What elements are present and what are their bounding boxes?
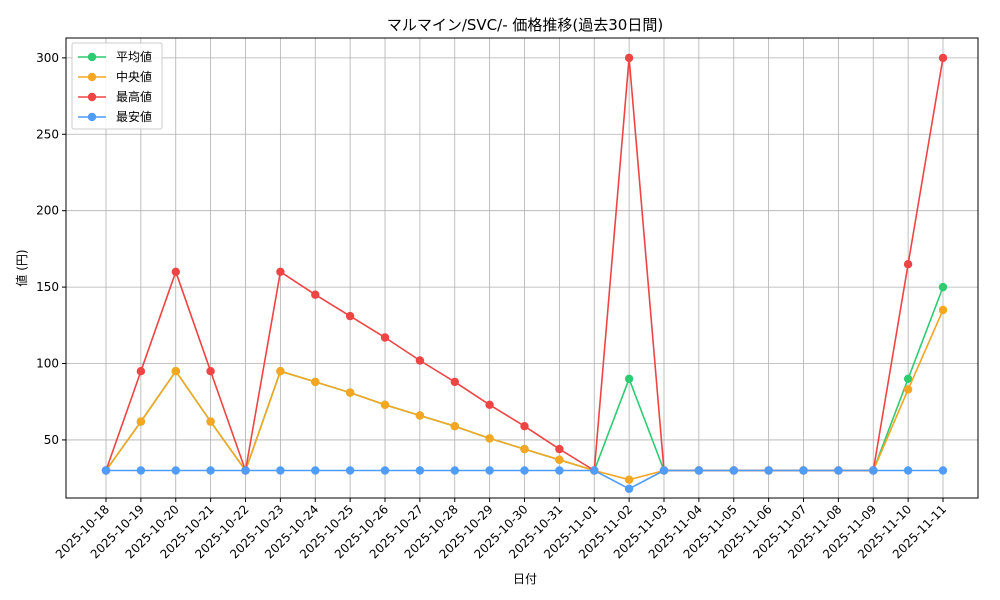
legend-marker — [87, 92, 97, 102]
data-point — [171, 367, 180, 376]
legend-box — [71, 42, 163, 130]
legend-marker — [87, 52, 97, 62]
data-point — [938, 53, 948, 63]
data-point — [380, 333, 390, 342]
legend-label: 最高値 — [116, 89, 152, 104]
data-point — [136, 466, 146, 475]
plot-frame — [65, 37, 979, 499]
grid — [66, 38, 978, 498]
data-point — [938, 305, 948, 315]
legend-label: 中央値 — [116, 69, 152, 84]
data-point — [380, 400, 390, 409]
data-point — [415, 356, 425, 365]
data-point — [624, 374, 634, 383]
data-point — [903, 466, 913, 475]
data-point — [799, 466, 808, 475]
data-point — [276, 466, 285, 475]
y-tick-label: 200 — [36, 204, 59, 218]
data-point — [834, 466, 843, 475]
data-point — [485, 466, 494, 475]
legend-label: 最安値 — [116, 109, 152, 124]
data-point — [276, 267, 285, 276]
data-point — [938, 466, 948, 475]
data-point — [241, 466, 250, 475]
legend-label: 平均値 — [116, 49, 152, 64]
data-point — [485, 434, 494, 443]
data-point — [311, 290, 320, 299]
data-point — [415, 466, 425, 475]
data-point — [624, 475, 634, 484]
data-point — [450, 466, 459, 475]
legend-marker — [87, 72, 97, 82]
data-point — [520, 466, 529, 475]
legend-marker — [87, 112, 97, 122]
data-point — [555, 455, 564, 464]
y-axis-label: 値 (円) — [14, 249, 29, 286]
data-point — [206, 417, 215, 426]
y-tick-label: 300 — [36, 51, 59, 65]
x-axis-label: 日付 — [513, 572, 537, 586]
data-point — [311, 466, 320, 475]
data-point — [520, 444, 529, 454]
data-point — [450, 377, 459, 387]
data-point — [136, 417, 146, 426]
data-point — [345, 466, 355, 475]
y-tick-label: 250 — [36, 127, 59, 141]
data-point — [590, 466, 599, 475]
y-axis-ticks: 50 100 150 200 250 300 — [36, 51, 66, 447]
data-point — [694, 466, 704, 475]
data-point — [624, 53, 634, 63]
data-point — [415, 411, 425, 420]
data-point — [485, 400, 494, 409]
data-point — [729, 466, 738, 475]
data-point — [903, 260, 913, 269]
series-3 — [101, 466, 948, 493]
chart-title: マルマイン/SVC/- 価格推移(過去30日間) — [387, 16, 663, 34]
data-point — [171, 466, 180, 475]
y-tick-label: 50 — [44, 433, 59, 447]
data-point — [555, 466, 564, 475]
data-point — [450, 422, 459, 431]
data-point — [206, 466, 215, 475]
data-point — [555, 444, 564, 454]
y-tick-label: 100 — [36, 357, 59, 371]
data-point — [659, 466, 669, 475]
data-point — [136, 367, 146, 376]
data-point — [903, 374, 913, 383]
data-point — [520, 422, 529, 431]
data-point — [206, 367, 215, 376]
series-layer — [101, 53, 948, 493]
data-point — [624, 484, 634, 493]
data-point — [380, 466, 390, 475]
data-point — [345, 388, 355, 397]
data-point — [171, 267, 180, 276]
data-point — [311, 377, 320, 387]
y-tick-label: 150 — [36, 280, 59, 294]
data-point — [869, 466, 878, 475]
data-point — [903, 385, 913, 394]
data-point — [938, 282, 948, 292]
data-point — [345, 311, 355, 321]
data-point — [101, 466, 111, 475]
data-point — [276, 367, 285, 376]
data-point — [764, 466, 773, 475]
x-axis-ticks: 2025-10-182025-10-192025-10-202025-10-21… — [53, 498, 949, 561]
